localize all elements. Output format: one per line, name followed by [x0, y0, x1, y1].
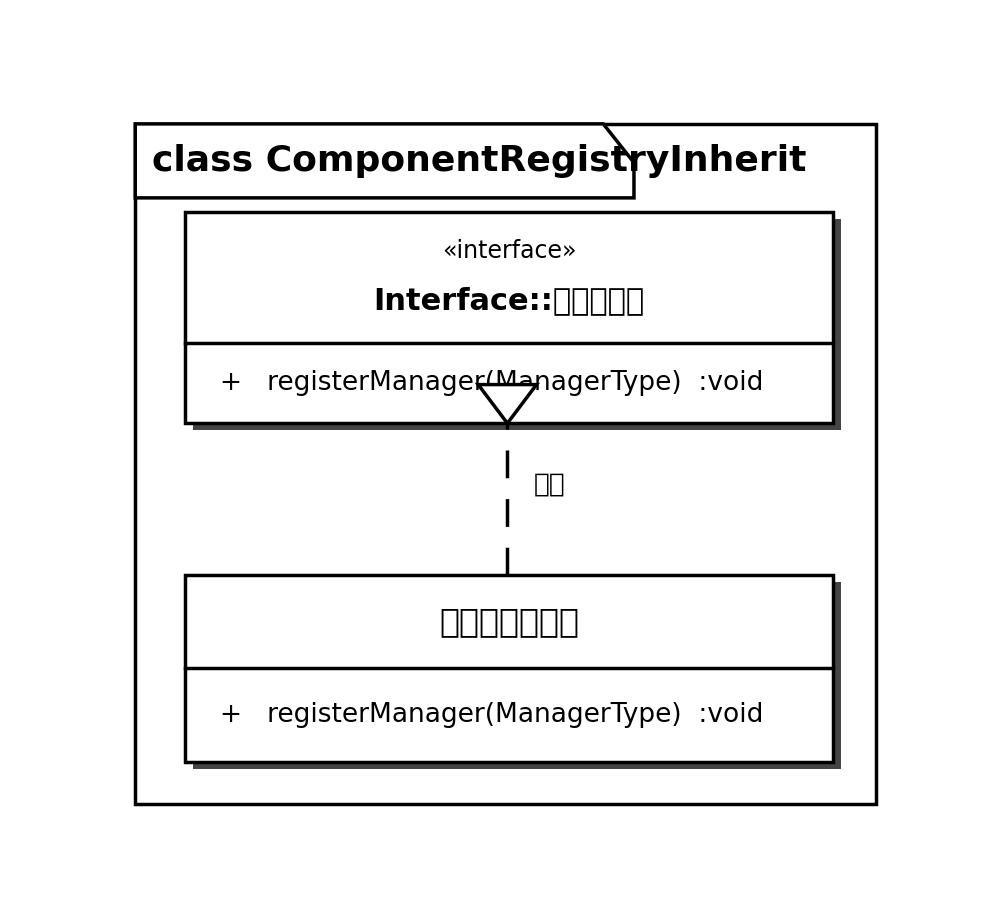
Text: «interface»: «interface» [443, 240, 576, 264]
Polygon shape [136, 124, 634, 198]
Bar [193, 582, 842, 769]
Text: 实现: 实现 [535, 472, 566, 498]
Polygon shape [478, 384, 537, 424]
Bar [185, 212, 834, 424]
Bar [185, 575, 834, 761]
Text: class ComponentRegistryInherit: class ComponentRegistryInherit [152, 144, 807, 178]
Text: +   registerManager(ManagerType)  :void: + registerManager(ManagerType) :void [220, 702, 763, 727]
Text: +   registerManager(ManagerType)  :void: + registerManager(ManagerType) :void [220, 371, 763, 396]
Bar [193, 219, 842, 430]
Text: 设备管理器注册: 设备管理器注册 [440, 605, 579, 638]
Text: Interface::管理器注册: Interface::管理器注册 [374, 286, 644, 316]
